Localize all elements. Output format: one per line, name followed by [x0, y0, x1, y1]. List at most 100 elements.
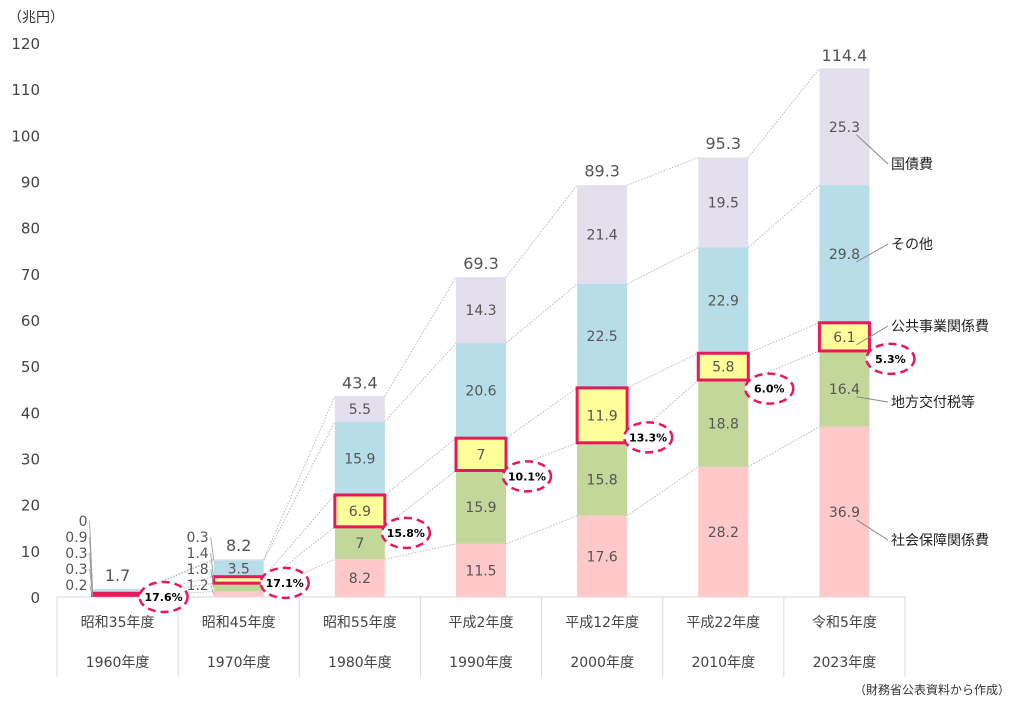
category-era-label: 昭和55年度 [323, 615, 397, 631]
connector-line [384, 342, 457, 422]
bar-segment-highlight [575, 386, 629, 445]
bar-segment [577, 515, 628, 597]
connector-line [505, 184, 578, 278]
share-ellipse [622, 421, 674, 454]
bar-segment [698, 380, 749, 467]
data-label: 3.5 [228, 562, 250, 578]
data-label: 17.6 [587, 549, 618, 565]
share-ellipse [501, 460, 553, 493]
bar-segment [213, 559, 264, 561]
category-year-label: 2010年度 [691, 655, 755, 671]
share-label: 13.3% [629, 431, 667, 444]
bar-segment [819, 68, 870, 186]
data-label: 29.8 [829, 247, 860, 263]
bar-segment [213, 591, 264, 597]
data-label: 28.2 [708, 525, 739, 541]
bar-segment-highlight [696, 351, 750, 382]
share-label: 17.6% [144, 591, 182, 604]
total-label: 1.7 [105, 566, 130, 585]
series-label: 公共事業関係費 [891, 319, 989, 335]
share-label: 10.1% [508, 470, 546, 483]
connector-line [505, 283, 578, 344]
connector-line [384, 470, 457, 528]
total-label: 69.3 [463, 254, 499, 273]
connector-line [748, 322, 820, 354]
bar-segment [456, 470, 506, 544]
bar-segment-highlight [91, 591, 145, 597]
legend-leader-line [856, 396, 889, 403]
data-label: 8.2 [349, 571, 371, 587]
data-label: 6.9 [349, 504, 371, 520]
y-tick-label: 0 [30, 589, 40, 607]
series-label: 国債費 [891, 157, 933, 173]
y-tick-label: 80 [21, 220, 40, 238]
share-ellipse [138, 580, 189, 614]
data-label: 0.3 [186, 530, 208, 546]
category-era-label: 昭和45年度 [202, 615, 276, 631]
category-era-label: 昭和35年度 [81, 615, 155, 631]
y-tick-label: 50 [21, 358, 40, 376]
data-label: 15.9 [465, 500, 496, 516]
connector-line [747, 68, 820, 158]
data-label: 18.8 [708, 416, 739, 432]
bar-segment-highlight [454, 436, 508, 473]
data-label: 1.4 [186, 546, 208, 562]
bar-segment [456, 543, 506, 597]
bar-segment [334, 526, 385, 560]
data-label: 1.8 [186, 562, 208, 578]
category-era-label: 平成12年度 [565, 615, 639, 631]
data-label-leader-line [210, 568, 215, 588]
y-tick-label: 110 [11, 81, 40, 99]
data-label-leader-line [210, 552, 215, 580]
data-label: 21.4 [587, 228, 618, 244]
source-note: （財務省公表資料から作成） [854, 682, 1010, 697]
bar-segment [819, 426, 870, 597]
share-label: 6.0% [754, 383, 785, 396]
category-year-label: 1990年度 [449, 655, 513, 671]
y-tick-label: 20 [21, 497, 40, 515]
data-label: 14.3 [465, 303, 496, 319]
data-label: 15.8 [587, 472, 618, 488]
connector-line [626, 352, 699, 389]
connector-line [384, 437, 457, 496]
category-year-label: 1980年度 [328, 655, 392, 671]
bar-segment [698, 157, 749, 248]
legend-leader-line [856, 243, 889, 263]
bar-segment [577, 442, 628, 516]
series-label: 社会保障関係費 [891, 533, 989, 549]
data-label: 1.2 [186, 578, 208, 594]
data-label: 5.8 [712, 360, 734, 376]
connector-line [384, 276, 457, 397]
bar-segment-highlight [212, 575, 266, 585]
data-label: 0.3 [65, 546, 87, 562]
connector-line [748, 426, 820, 468]
connector-line [626, 247, 699, 285]
y-tick-label: 100 [11, 127, 40, 145]
data-label: 22.9 [708, 293, 739, 309]
legend-leader-line [856, 134, 889, 165]
share-label: 5.3% [875, 353, 906, 366]
connector-line [263, 395, 336, 560]
category-year-label: 1960年度 [86, 655, 150, 671]
data-label-leader-line [89, 520, 93, 590]
data-label: 22.5 [587, 329, 618, 345]
total-label: 8.2 [226, 536, 251, 555]
legend-leader-line [856, 519, 889, 541]
data-label: 20.6 [465, 384, 496, 400]
bar-segment [577, 185, 628, 284]
y-tick-label: 10 [21, 543, 40, 561]
data-label: 25.3 [829, 120, 860, 136]
category-era-label: 令和5年度 [812, 615, 877, 631]
bar-segment [334, 421, 385, 495]
total-label: 43.4 [342, 374, 378, 393]
category-year-label: 2023年度 [813, 655, 877, 671]
data-label: 5.5 [349, 402, 371, 418]
category-era-label: 平成22年度 [686, 615, 760, 631]
data-label: 19.5 [708, 196, 739, 212]
connector-line [505, 515, 578, 545]
connector-line [263, 421, 336, 561]
share-ellipse [259, 566, 310, 600]
bar-segment [819, 350, 870, 427]
data-label: 11.5 [465, 563, 496, 579]
